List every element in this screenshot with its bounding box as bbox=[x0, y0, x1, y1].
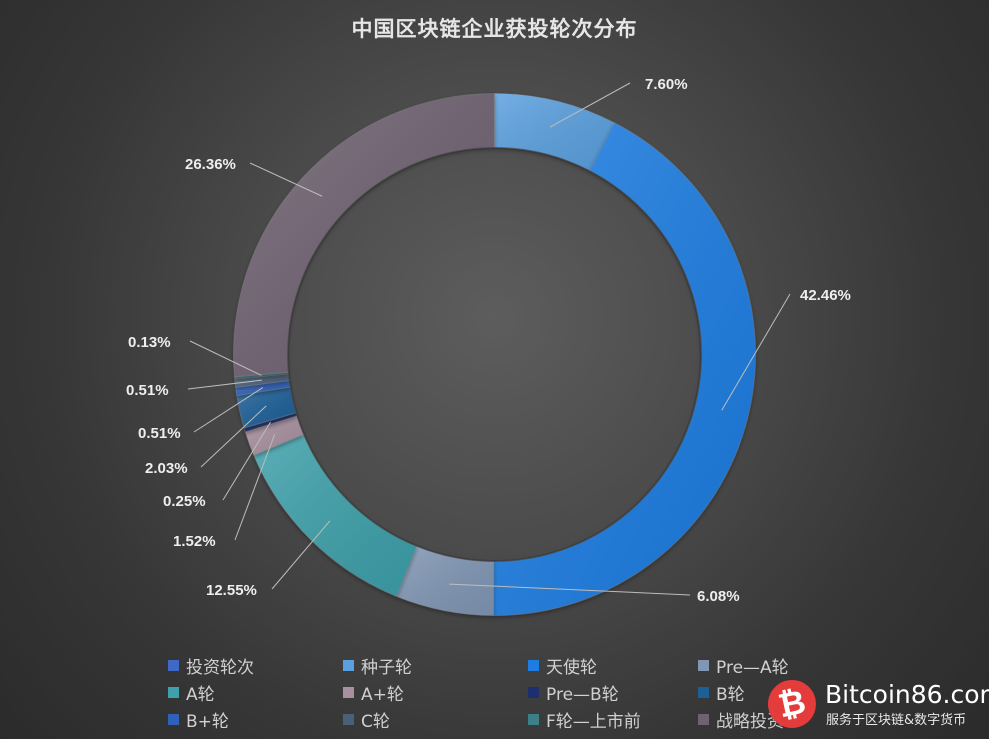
legend-swatch bbox=[343, 686, 354, 698]
legend-swatch bbox=[168, 713, 179, 725]
legend-swatch bbox=[698, 713, 709, 725]
donut-hole-edge bbox=[287, 147, 702, 562]
legend-label: 战略投资 bbox=[716, 711, 784, 732]
data-label: 7.60% bbox=[645, 76, 688, 93]
data-label: 0.51% bbox=[138, 425, 181, 442]
data-label: 0.13% bbox=[128, 334, 171, 351]
leader-line bbox=[449, 583, 691, 596]
legend-swatch bbox=[343, 713, 354, 725]
legend-swatch bbox=[528, 686, 539, 698]
leader-lines bbox=[187, 82, 791, 596]
donut-slice-sheen bbox=[236, 387, 296, 428]
leader-line bbox=[193, 387, 264, 433]
watermark-tagline: 服务于区块链&数字货币 bbox=[826, 713, 967, 728]
legend-label: C轮 bbox=[361, 711, 390, 732]
leader-line bbox=[549, 82, 631, 128]
legend-label: B+轮 bbox=[186, 711, 229, 732]
watermark-site: Bitcoin86.com bbox=[825, 680, 989, 709]
legend-item-a-plus: A+轮 bbox=[343, 680, 528, 705]
leader-line bbox=[721, 293, 791, 411]
legend-swatch bbox=[528, 659, 539, 671]
legend-swatch bbox=[528, 713, 539, 725]
donut-slice-sheen bbox=[234, 372, 289, 379]
legend-item-pre-b: Pre—B轮 bbox=[528, 680, 698, 705]
legend-item-b: B轮 bbox=[698, 680, 848, 705]
legend-label: Pre—B轮 bbox=[546, 684, 619, 705]
leader-line bbox=[200, 405, 267, 468]
chart-title: 中国区块链企业获投轮次分布 bbox=[351, 16, 638, 41]
donut-slice-sheen bbox=[233, 93, 495, 377]
legend-item-a: A轮 bbox=[168, 680, 343, 705]
data-label: 0.51% bbox=[126, 382, 169, 399]
data-label: 2.03% bbox=[145, 460, 188, 477]
data-label: 12.55% bbox=[206, 582, 257, 599]
legend-item-b-plus: B+轮 bbox=[168, 707, 343, 732]
legend-label: B轮 bbox=[716, 684, 745, 705]
data-label: 26.36% bbox=[185, 156, 236, 173]
legend-item-strategic: 战略投资 bbox=[698, 707, 848, 732]
data-label: 0.25% bbox=[163, 493, 206, 510]
legend-swatch bbox=[168, 659, 179, 671]
legend-item-f-preipo: F轮—上市前 bbox=[528, 707, 698, 732]
legend-label: 种子轮 bbox=[361, 657, 412, 678]
watermark: ₿ Bitcoin86.com 服务于区块链&数字货币 bbox=[763, 672, 989, 733]
donut-slice-sheen bbox=[396, 546, 494, 616]
legend-label: 天使轮 bbox=[546, 657, 597, 678]
donut-slice-sheen bbox=[493, 122, 756, 616]
legend-item-c: C轮 bbox=[343, 707, 528, 732]
legend-swatch bbox=[343, 659, 354, 671]
legend-item-seed: 种子轮 bbox=[343, 653, 528, 678]
legend-item-angel: 天使轮 bbox=[528, 653, 698, 678]
legend-label: A轮 bbox=[186, 684, 215, 705]
legend-swatch bbox=[168, 686, 179, 698]
legend-label: F轮—上市前 bbox=[546, 711, 641, 732]
data-label: 6.08% bbox=[697, 588, 740, 605]
legend-label: 投资轮次 bbox=[186, 657, 254, 678]
legend: 投资轮次 种子轮 天使轮 Pre—A轮 A轮 A+轮 Pre—B轮 B轮 bbox=[168, 653, 848, 732]
donut-slice-sheen bbox=[253, 434, 417, 597]
donut-slices bbox=[233, 92, 756, 616]
legend-item-invest-round: 投资轮次 bbox=[168, 653, 343, 678]
leader-line bbox=[189, 340, 262, 376]
legend-item-pre-a: Pre—A轮 bbox=[698, 653, 848, 678]
leader-line bbox=[234, 434, 276, 541]
legend-swatch bbox=[698, 659, 709, 671]
data-labels: 7.60% 42.46% 6.08% 12.55% 1.52% 0.25% 2.03% 0.5… bbox=[126, 76, 851, 605]
data-label: 42.46% bbox=[800, 287, 851, 304]
leader-line bbox=[222, 421, 271, 501]
leader-line bbox=[187, 379, 262, 390]
donut-slice-sheen bbox=[494, 93, 615, 171]
data-label: 1.52% bbox=[173, 533, 216, 550]
legend-swatch bbox=[698, 686, 709, 698]
legend-label: A+轮 bbox=[361, 684, 404, 705]
leader-line bbox=[271, 520, 331, 590]
bitcoin-logo-icon: ₿ bbox=[763, 675, 821, 733]
leader-line bbox=[249, 162, 323, 197]
legend-label: Pre—A轮 bbox=[716, 657, 789, 678]
